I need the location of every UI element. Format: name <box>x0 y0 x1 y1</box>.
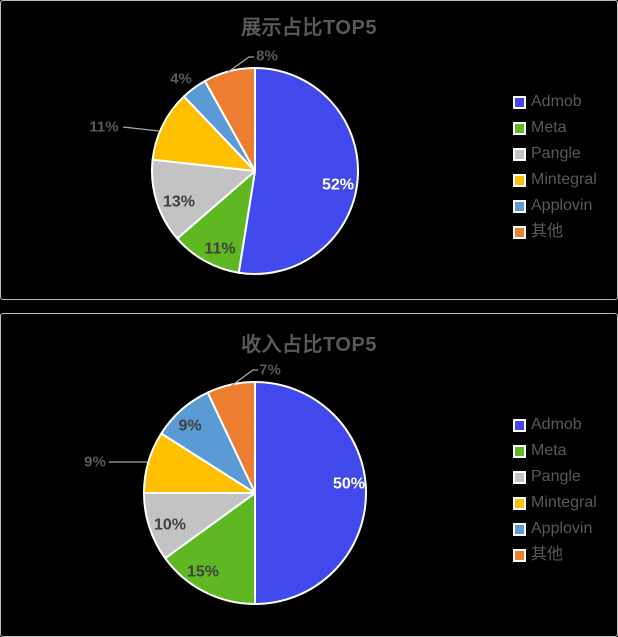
revenue-chart-title: 收入占比TOP5 <box>241 334 377 356</box>
admob-swatch-icon <box>513 418 526 432</box>
pie-slice-admob[interactable] <box>237 67 359 275</box>
legend-label: Admob <box>531 416 582 433</box>
pie-label-other: 7% <box>259 362 281 379</box>
label-leader-line-mintegral <box>122 126 160 132</box>
legend-label: Pangle <box>531 468 581 485</box>
legend-label: Applovin <box>531 197 593 214</box>
legend-label: 其他 <box>531 546 564 563</box>
pie-label-mintegral: 9% <box>84 454 106 471</box>
pie-label-pangle: 13% <box>163 194 195 211</box>
other-swatch-icon <box>513 225 526 239</box>
legend-label: Mintegral <box>531 171 597 188</box>
legend-item-admob[interactable]: Admob <box>513 89 597 115</box>
legend-label: Meta <box>531 442 567 459</box>
legend-item-applovin[interactable]: Applovin <box>513 193 597 219</box>
pie-slice-other[interactable] <box>206 381 256 494</box>
meta-swatch-icon <box>513 444 526 458</box>
legend-item-applovin[interactable]: Applovin <box>513 516 597 542</box>
legend-item-other[interactable]: 其他 <box>513 542 597 568</box>
pie-slice-meta[interactable] <box>164 492 256 605</box>
pie-label-applovin: 9% <box>178 418 201 435</box>
revenue-chart-panel: 50% 15% 10% 9% 9% 7% 收入占比TOP5 Admob Meta Pang… <box>0 313 618 637</box>
legend-label: 其他 <box>531 223 564 240</box>
meta-swatch-icon <box>513 121 526 135</box>
pangle-swatch-icon <box>513 147 526 161</box>
pie-label-meta: 15% <box>187 564 219 581</box>
pie-slice-meta[interactable] <box>176 170 256 274</box>
legend-item-mintegral[interactable]: Mintegral <box>513 167 597 193</box>
impressions-chart-title: 展示占比TOP5 <box>241 17 377 39</box>
pie-label-admob: 52% <box>322 177 354 194</box>
applovin-swatch-icon <box>513 522 526 536</box>
pie-slice-pangle[interactable] <box>151 158 256 240</box>
legend-item-admob[interactable]: Admob <box>513 412 597 438</box>
revenue-legend: Admob Meta Pangle Mintegral Applovin 其他 <box>513 412 597 568</box>
mintegral-swatch-icon <box>513 173 526 187</box>
impressions-pie-chart: 52% 11% 13% 11% 4% 8% <box>89 48 359 275</box>
legend-item-meta[interactable]: Meta <box>513 438 597 464</box>
legend-item-meta[interactable]: Meta <box>513 115 597 141</box>
legend-item-mintegral[interactable]: Mintegral <box>513 490 597 516</box>
legend-item-pangle[interactable]: Pangle <box>513 141 597 167</box>
pie-label-mintegral: 11% <box>89 119 118 136</box>
mintegral-swatch-icon <box>513 496 526 510</box>
impressions-chart-panel: 52% 11% 13% 11% 4% 8% 展示占比TOP5 Admob Meta Pan… <box>0 0 618 300</box>
pangle-swatch-icon <box>513 470 526 484</box>
legend-label: Pangle <box>531 145 581 162</box>
revenue-pie-chart: 50% 15% 10% 9% 9% 7% <box>84 362 367 605</box>
pie-label-applovin: 4% <box>170 71 192 88</box>
legend-item-other[interactable]: 其他 <box>513 219 597 245</box>
legend-label: Applovin <box>531 520 593 537</box>
label-leader-line-other <box>230 369 258 387</box>
impressions-legend: Admob Meta Pangle Mintegral Applovin 其他 <box>513 89 597 245</box>
pie-label-other: 8% <box>256 48 278 65</box>
other-swatch-icon <box>513 548 526 562</box>
legend-label: Meta <box>531 119 567 136</box>
pie-slice-admob[interactable] <box>254 381 367 605</box>
legend-label: Mintegral <box>531 494 597 511</box>
pie-label-admob: 50% <box>333 476 365 493</box>
label-leader-line-other <box>227 56 254 73</box>
applovin-swatch-icon <box>513 199 526 213</box>
pie-slice-mintegral[interactable] <box>151 95 256 172</box>
admob-swatch-icon <box>513 95 526 109</box>
pie-label-meta: 11% <box>204 241 235 258</box>
legend-label: Admob <box>531 93 582 110</box>
pie-label-pangle: 10% <box>154 517 186 534</box>
legend-item-pangle[interactable]: Pangle <box>513 464 597 490</box>
